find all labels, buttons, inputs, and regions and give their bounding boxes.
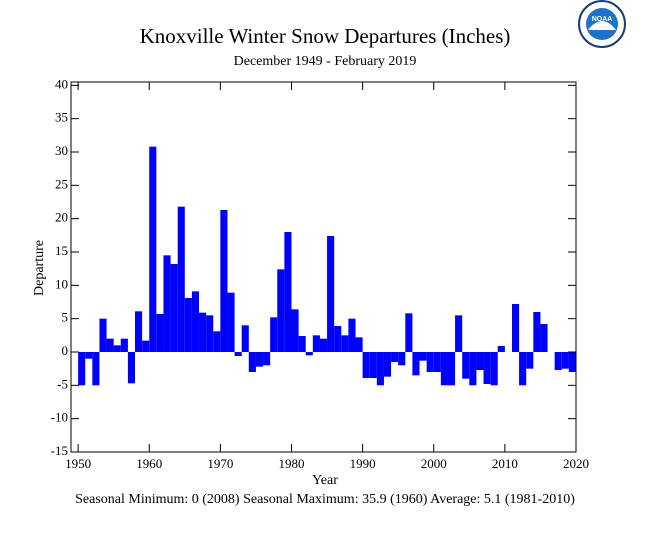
bar <box>568 352 576 372</box>
y-tick-label: -10 <box>51 410 68 425</box>
y-tick-label: 10 <box>55 276 68 291</box>
bar <box>248 352 256 372</box>
bar <box>497 346 505 352</box>
x-tick-label: 1950 <box>65 456 91 471</box>
bar <box>369 352 377 378</box>
y-tick-label: 30 <box>55 143 68 158</box>
chart-subtitle: December 1949 - February 2019 <box>234 54 417 69</box>
bar <box>362 352 370 378</box>
bar <box>469 352 477 386</box>
bar <box>526 352 534 369</box>
bar <box>106 338 114 352</box>
bar <box>270 317 278 352</box>
x-tick-label: 1970 <box>207 456 233 471</box>
bar <box>277 269 285 352</box>
bar <box>220 210 228 352</box>
bar <box>561 352 569 369</box>
bar <box>85 352 93 359</box>
bar <box>391 352 399 362</box>
y-tick-label: 20 <box>55 210 68 225</box>
bar <box>99 318 107 352</box>
bar <box>199 312 207 352</box>
bar <box>234 352 242 356</box>
bar <box>312 335 320 352</box>
bar <box>319 338 328 352</box>
bar <box>511 304 520 352</box>
bar <box>433 352 441 372</box>
bar <box>412 352 420 376</box>
bar <box>490 352 498 386</box>
bar <box>206 315 214 352</box>
bar <box>483 352 491 384</box>
bar <box>156 314 164 352</box>
bar <box>120 338 128 352</box>
bar <box>127 352 136 384</box>
bar <box>426 352 434 372</box>
bar <box>263 352 271 366</box>
bar <box>113 345 121 352</box>
bar <box>142 340 150 352</box>
plot-frame <box>70 81 577 453</box>
y-tick-label: -5 <box>57 376 68 391</box>
y-tick-label: -15 <box>51 443 68 458</box>
y-tick-label: 0 <box>62 343 69 358</box>
bar <box>455 315 463 352</box>
bar <box>334 326 342 352</box>
bar <box>540 324 548 352</box>
bar <box>92 352 100 386</box>
bar <box>383 352 392 377</box>
bar <box>191 291 200 352</box>
bar <box>149 146 157 352</box>
logo-text: NOAA <box>592 16 613 23</box>
bar <box>376 352 384 386</box>
x-tick-label: 1980 <box>278 456 304 471</box>
bar <box>554 352 562 370</box>
footer-note: Seasonal Minimum: 0 (2008) Seasonal Maxi… <box>75 492 575 507</box>
bar <box>462 352 470 379</box>
x-axis-label: Year <box>312 473 338 488</box>
bar <box>341 335 349 352</box>
x-tick-label: 1990 <box>350 456 376 471</box>
bar <box>184 298 192 352</box>
bar <box>533 312 541 352</box>
bar <box>327 236 335 352</box>
chart-title: Knoxville Winter Snow Departures (Inches… <box>140 24 511 48</box>
bar <box>398 352 406 366</box>
bar <box>163 255 171 352</box>
bar <box>78 352 86 386</box>
y-tick-label: 5 <box>62 310 69 325</box>
bar <box>284 232 292 352</box>
x-tick-label: 1960 <box>136 456 162 471</box>
bar <box>298 336 306 352</box>
bar <box>227 292 235 352</box>
logo: NOAA <box>578 0 626 48</box>
y-tick-label: 40 <box>55 76 68 91</box>
bar <box>177 206 185 352</box>
bar <box>440 352 448 386</box>
logo-bird <box>588 21 616 30</box>
bar <box>305 352 313 356</box>
bar <box>476 352 484 370</box>
x-tick-label: 2020 <box>563 456 589 471</box>
bar <box>213 331 221 352</box>
y-tick-label: 25 <box>55 176 68 191</box>
bar <box>170 264 178 352</box>
bar <box>405 313 413 352</box>
bar <box>355 337 363 352</box>
x-tick-label: 2010 <box>492 456 518 471</box>
bar <box>135 311 143 352</box>
bar <box>419 352 427 361</box>
bar <box>241 325 249 352</box>
bar <box>447 352 456 386</box>
y-tick-label: 35 <box>55 110 68 125</box>
bar <box>255 352 264 367</box>
bar <box>348 318 356 352</box>
y-tick-label: 15 <box>55 243 68 258</box>
x-tick-label: 2000 <box>421 456 447 471</box>
bar <box>291 309 299 352</box>
y-axis-label: Departure <box>32 240 47 296</box>
bar <box>519 352 527 386</box>
